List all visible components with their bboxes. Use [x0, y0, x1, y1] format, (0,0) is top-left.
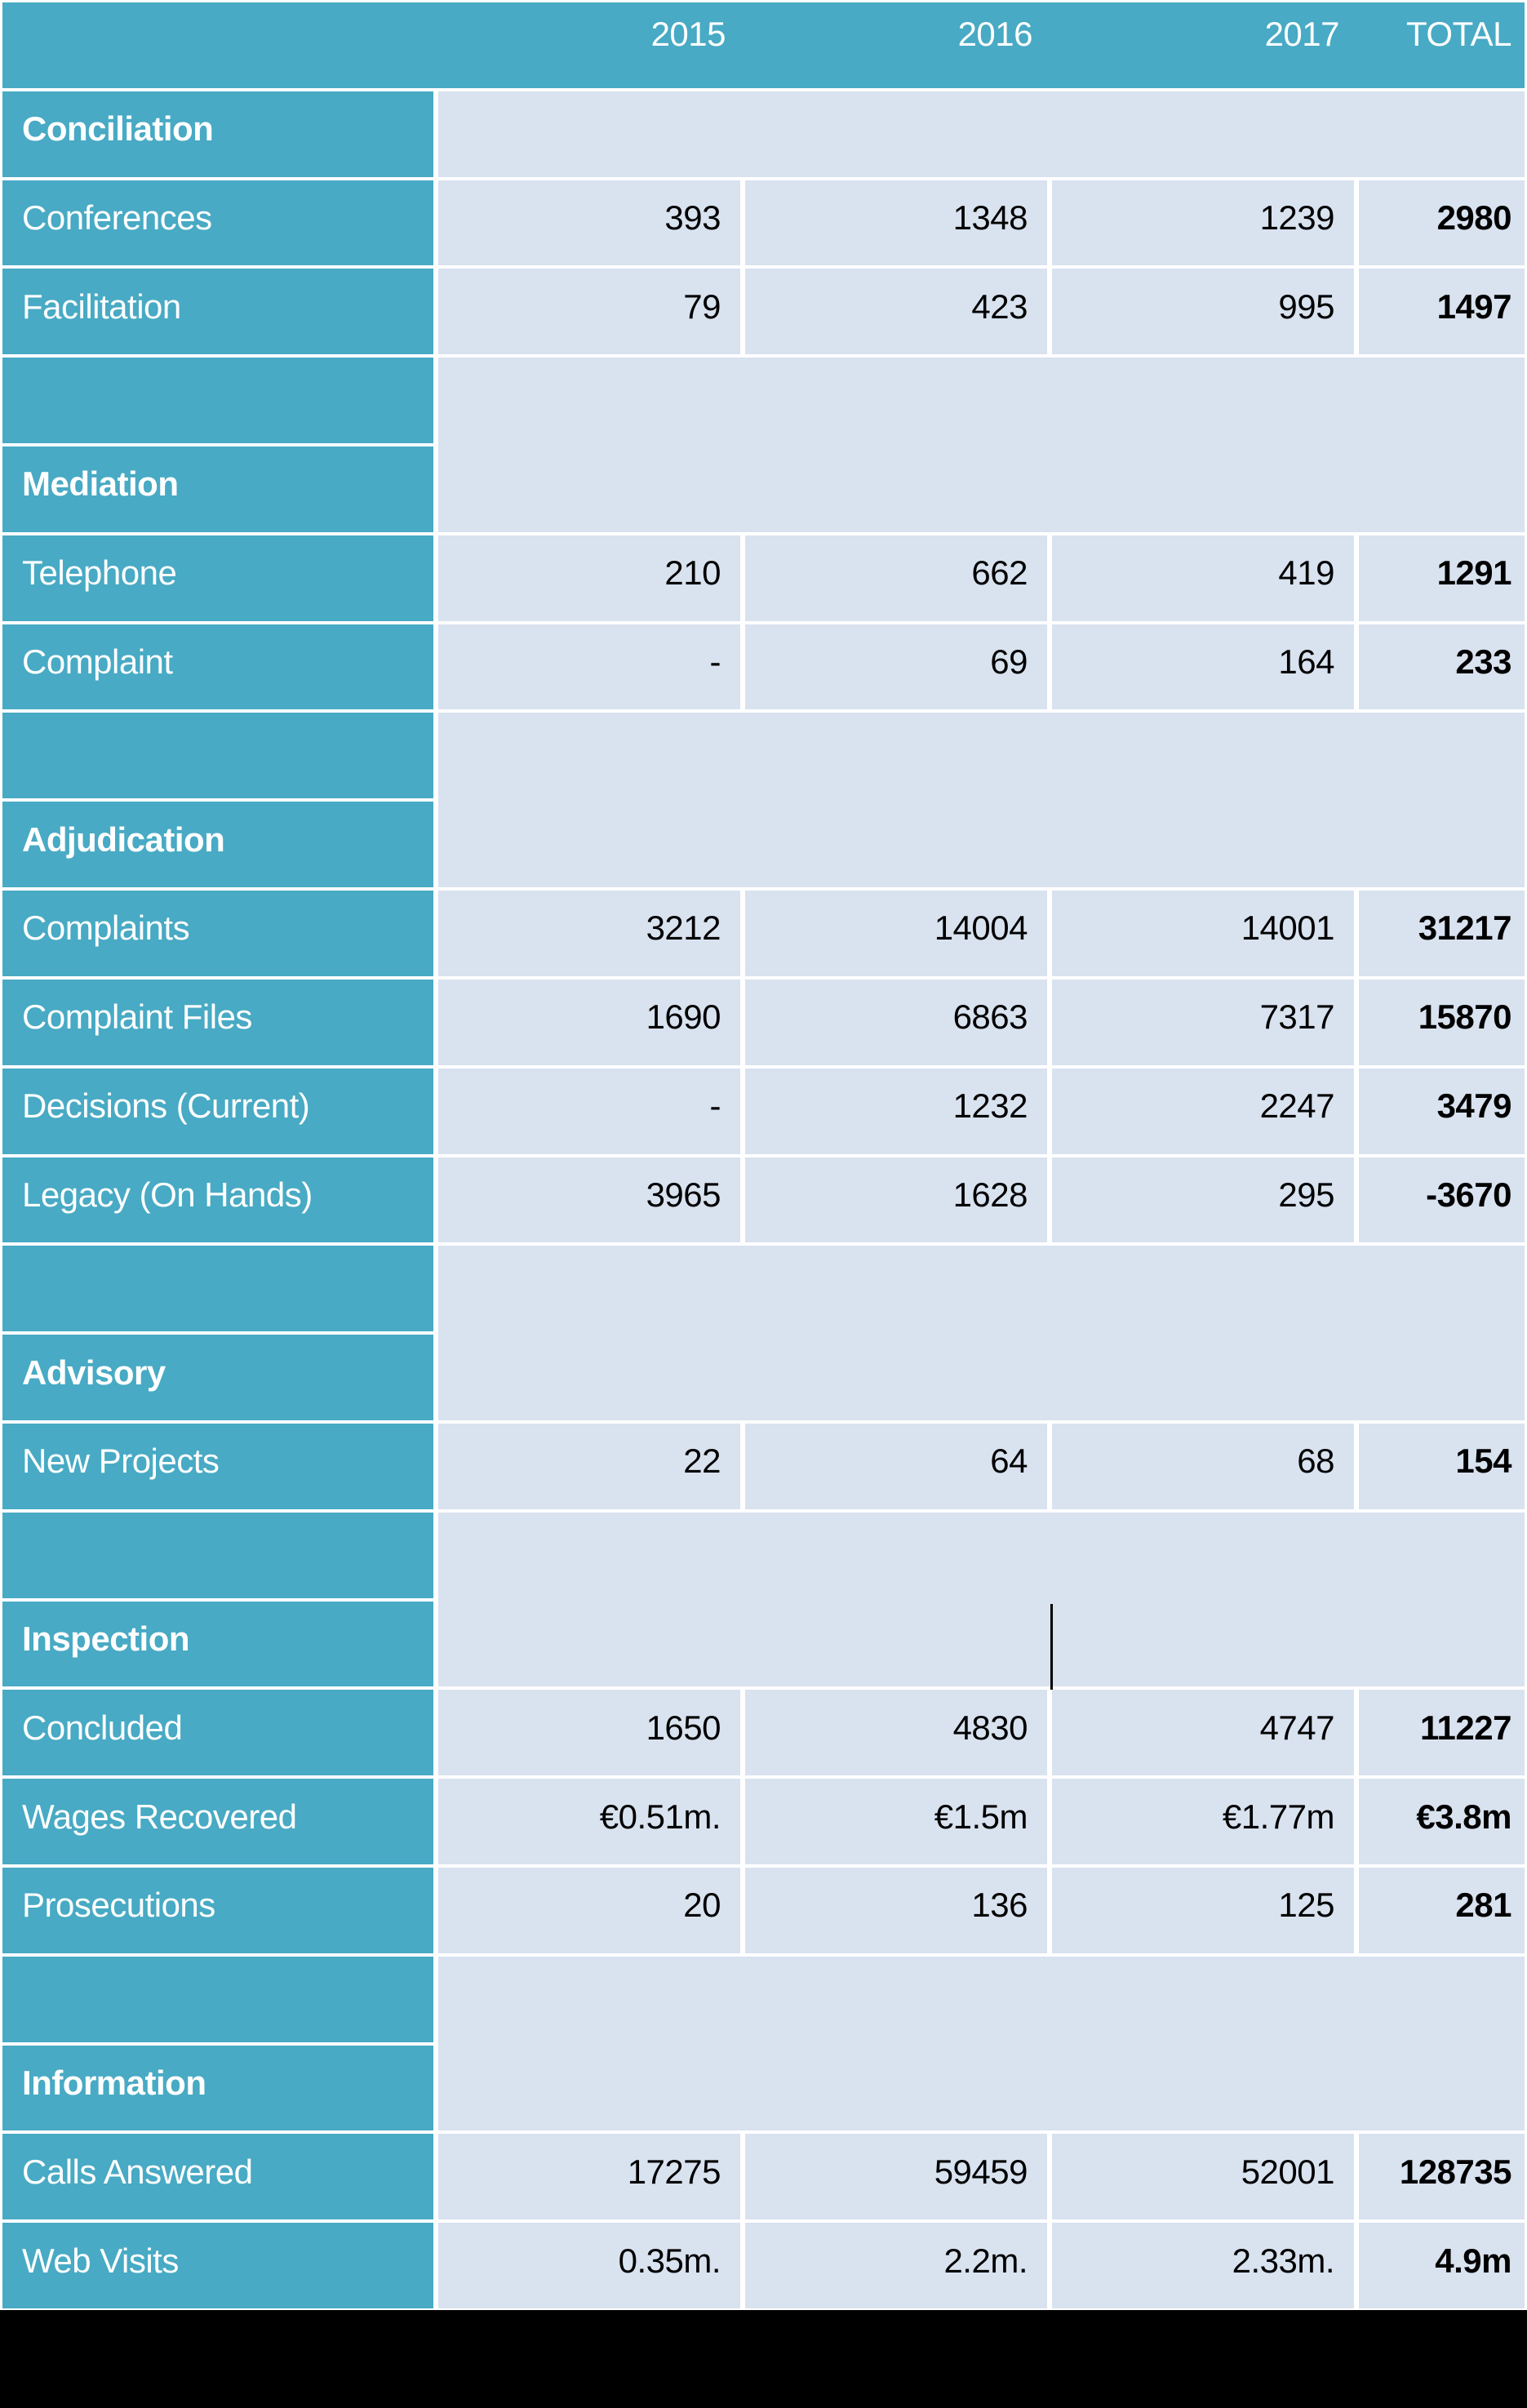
cell-prosecutions-total: 281	[1359, 1867, 1525, 1953]
cell-facilitation-2015: 79	[438, 269, 740, 355]
section-header-inspection: Inspection	[2, 1601, 433, 1687]
section-header-mediation: Mediation	[2, 447, 433, 532]
row-label-prosecutions: Prosecutions	[2, 1867, 433, 1953]
cell-complaint-total: 233	[1359, 624, 1525, 710]
cell-concluded-total: 11227	[1359, 1690, 1525, 1776]
cell-legacy-on-hands-2015: 3965	[438, 1157, 740, 1243]
section-spacer-advisory	[2, 1246, 433, 1332]
year-header-row: 2015 2016 2017 TOTAL	[2, 2, 1525, 88]
cell-conferences-2015: 393	[438, 180, 740, 266]
cell-calls-answered-2015: 17275	[438, 2134, 740, 2220]
cell-complaints-2016: 14004	[745, 891, 1047, 976]
cell-calls-answered-2016: 59459	[745, 2134, 1047, 2220]
cell-web-visits-total: 4.9m	[1359, 2223, 1525, 2308]
bottom-black-band	[0, 2310, 1527, 2408]
cell-complaints-total: 31217	[1359, 891, 1525, 976]
cell-prosecutions-2017: 125	[1052, 1867, 1354, 1953]
cell-calls-answered-2017: 52001	[1052, 2134, 1354, 2220]
cell-telephone-2017: 419	[1052, 535, 1354, 621]
section-data-area-conciliation	[438, 91, 1525, 177]
cell-decisions-current-2017: 2247	[1052, 1068, 1354, 1154]
cell-new-projects-2017: 68	[1052, 1423, 1354, 1509]
year-header-spacer	[2, 2, 438, 88]
cell-complaint-2016: 69	[745, 624, 1047, 710]
cell-decisions-current-total: 3479	[1359, 1068, 1525, 1154]
cell-wages-recovered-2017: €1.77m	[1052, 1779, 1354, 1864]
cell-web-visits-2017: 2.33m.	[1052, 2223, 1354, 2308]
year-header-2017: 2017	[1264, 15, 1340, 54]
cell-calls-answered-total: 128735	[1359, 2134, 1525, 2220]
row-label-complaints: Complaints	[2, 891, 433, 976]
section-data-area-inspection	[438, 1512, 1525, 1687]
cell-telephone-total: 1291	[1359, 535, 1525, 621]
row-label-complaint-files: Complaint Files	[2, 979, 433, 1065]
cell-web-visits-2015: 0.35m.	[438, 2223, 740, 2308]
year-header-2015: 2015	[650, 15, 726, 54]
cell-new-projects-total: 154	[1359, 1423, 1525, 1509]
section-header-advisory: Advisory	[2, 1335, 433, 1420]
section-spacer-inspection	[2, 1512, 433, 1598]
cell-complaint-2017: 164	[1052, 624, 1354, 710]
cell-concluded-2016: 4830	[745, 1690, 1047, 1776]
year-header-2016: 2016	[957, 15, 1033, 54]
row-label-concluded: Concluded	[2, 1690, 433, 1776]
cell-conferences-total: 2980	[1359, 180, 1525, 266]
row-label-web-visits: Web Visits	[2, 2223, 433, 2308]
cell-web-visits-2016: 2.2m.	[745, 2223, 1047, 2308]
cell-wages-recovered-2015: €0.51m.	[438, 1779, 740, 1864]
cell-complaint-2015: -	[438, 624, 740, 710]
year-header-total: TOTAL	[1406, 15, 1511, 54]
stray-vertical-line-artifact	[1050, 1604, 1053, 1690]
section-spacer-adjudication	[2, 713, 433, 799]
cell-wages-recovered-total: €3.8m	[1359, 1779, 1525, 1864]
cell-telephone-2016: 662	[745, 535, 1047, 621]
row-label-legacy-on-hands: Legacy (On Hands)	[2, 1157, 433, 1243]
section-spacer-information	[2, 1956, 433, 2042]
cell-legacy-on-hands-total: -3670	[1359, 1157, 1525, 1243]
cell-concluded-2015: 1650	[438, 1690, 740, 1776]
stats-table: 2015 2016 2017 TOTAL Conciliation Confere…	[0, 0, 1527, 2310]
cell-concluded-2017: 4747	[1052, 1690, 1354, 1776]
cell-complaint-files-2015: 1690	[438, 979, 740, 1065]
cell-prosecutions-2015: 20	[438, 1867, 740, 1953]
section-data-area-mediation	[438, 358, 1525, 532]
cell-decisions-current-2016: 1232	[745, 1068, 1047, 1154]
row-label-conferences: Conferences	[2, 180, 433, 266]
cell-complaint-files-total: 15870	[1359, 979, 1525, 1065]
cell-wages-recovered-2016: €1.5m	[745, 1779, 1047, 1864]
section-data-area-advisory	[438, 1246, 1525, 1420]
row-label-decisions-current: Decisions (Current)	[2, 1068, 433, 1154]
cell-complaints-2015: 3212	[438, 891, 740, 976]
section-spacer-mediation	[2, 358, 433, 444]
section-data-area-adjudication	[438, 713, 1525, 888]
section-header-conciliation: Conciliation	[2, 91, 433, 177]
cell-complaint-files-2017: 7317	[1052, 979, 1354, 1065]
cell-new-projects-2016: 64	[745, 1423, 1047, 1509]
cell-facilitation-total: 1497	[1359, 269, 1525, 355]
cell-complaints-2017: 14001	[1052, 891, 1354, 976]
row-label-telephone: Telephone	[2, 535, 433, 621]
section-data-area-information	[438, 1956, 1525, 2131]
section-header-adjudication: Adjudication	[2, 802, 433, 888]
section-header-information: Information	[2, 2045, 433, 2131]
row-label-wages-recovered: Wages Recovered	[2, 1779, 433, 1864]
cell-prosecutions-2016: 136	[745, 1867, 1047, 1953]
row-label-facilitation: Facilitation	[2, 269, 433, 355]
cell-legacy-on-hands-2016: 1628	[745, 1157, 1047, 1243]
cell-telephone-2015: 210	[438, 535, 740, 621]
cell-facilitation-2016: 423	[745, 269, 1047, 355]
cell-conferences-2017: 1239	[1052, 180, 1354, 266]
cell-conferences-2016: 1348	[745, 180, 1047, 266]
cell-legacy-on-hands-2017: 295	[1052, 1157, 1354, 1243]
cell-new-projects-2015: 22	[438, 1423, 740, 1509]
row-label-new-projects: New Projects	[2, 1423, 433, 1509]
cell-facilitation-2017: 995	[1052, 269, 1354, 355]
row-label-complaint: Complaint	[2, 624, 433, 710]
row-label-calls-answered: Calls Answered	[2, 2134, 433, 2220]
cell-decisions-current-2015: -	[438, 1068, 740, 1154]
cell-complaint-files-2016: 6863	[745, 979, 1047, 1065]
